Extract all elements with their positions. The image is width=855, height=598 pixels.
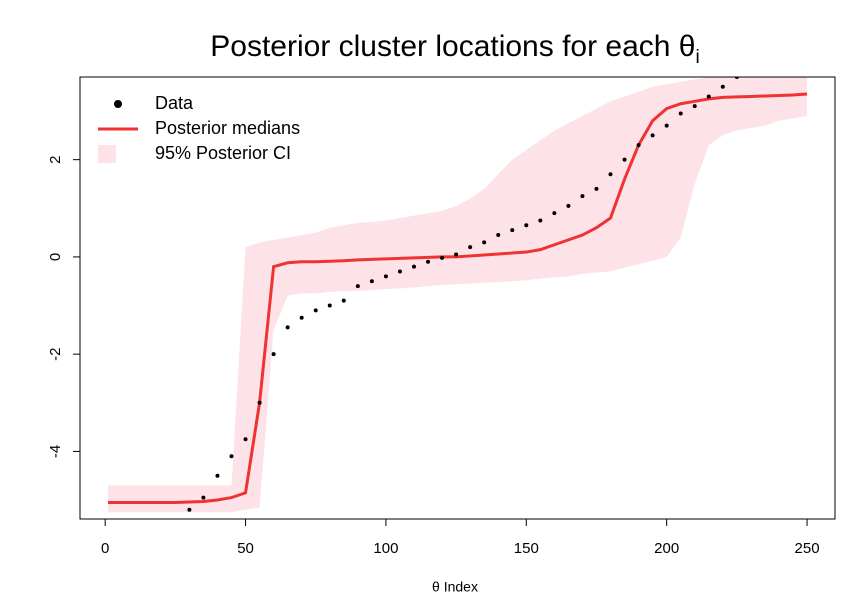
data-point <box>566 203 571 208</box>
data-point <box>271 352 276 357</box>
x-axis-label: θ Index <box>432 579 478 595</box>
data-point <box>440 255 445 260</box>
data-point <box>692 104 697 109</box>
data-point <box>397 269 402 274</box>
data-point <box>636 143 641 148</box>
title-text: Posterior cluster locations for each θ <box>210 30 695 63</box>
legend-label: Posterior medians <box>155 118 300 138</box>
data-point <box>468 245 473 250</box>
x-tick-label: 150 <box>514 540 539 557</box>
data-point <box>622 157 627 162</box>
legend: Data Posterior medians 95% Posterior CI <box>98 93 300 163</box>
data-point <box>257 400 262 405</box>
data-point <box>426 259 431 264</box>
data-point <box>411 264 416 269</box>
chart-title: Posterior cluster locations for each θi <box>210 30 699 68</box>
ci-band <box>107 77 808 513</box>
y-tick-label: -4 <box>47 445 64 458</box>
data-point <box>131 547 135 551</box>
legend-symbol <box>114 100 122 108</box>
data-point <box>187 507 192 512</box>
data-point <box>299 315 304 320</box>
data-point <box>496 233 501 238</box>
legend-label: 95% Posterior CI <box>155 143 291 163</box>
data-point <box>650 133 655 138</box>
data-point <box>608 172 613 177</box>
data-point <box>510 228 515 233</box>
data-point <box>777 46 781 50</box>
data-point <box>369 279 374 284</box>
data-point <box>749 65 753 69</box>
data-point <box>341 298 346 303</box>
y-tick-label: 2 <box>47 155 64 163</box>
y-tick-label: -2 <box>47 347 64 360</box>
data-point <box>201 495 206 500</box>
data-point <box>106 571 110 575</box>
x-tick-label: 250 <box>795 540 820 557</box>
data-point <box>229 454 234 459</box>
plot-area <box>106 22 809 575</box>
data-point <box>580 194 585 199</box>
data-point <box>145 537 149 541</box>
legend-symbol <box>98 145 116 163</box>
data-point <box>763 56 767 60</box>
data-point <box>355 284 360 289</box>
data-point <box>720 84 725 89</box>
data-point <box>706 94 711 99</box>
data-point <box>664 123 669 128</box>
y-tick-label: 0 <box>47 253 64 261</box>
data-point <box>791 34 795 38</box>
data-point <box>538 218 543 223</box>
data-point <box>454 252 459 257</box>
data-point <box>805 22 809 26</box>
axes: 0 50 100 150 200 250 -4 -2 0 2 <box>47 155 820 556</box>
median-line <box>107 92 808 504</box>
data-point <box>173 520 177 524</box>
x-tick-label: 100 <box>373 540 398 557</box>
data-point <box>383 274 388 279</box>
data-point <box>327 303 332 308</box>
data-point <box>313 308 318 313</box>
data-point <box>159 527 163 531</box>
data-point <box>524 223 529 228</box>
data-point <box>285 325 290 330</box>
legend-label: Data <box>155 93 194 113</box>
x-tick-label: 50 <box>237 540 254 557</box>
data-point <box>678 111 683 116</box>
data-point <box>215 473 220 478</box>
title-subscript: i <box>696 47 700 68</box>
data-point <box>482 240 487 245</box>
x-tick-label: 200 <box>654 540 679 557</box>
data-point <box>552 211 557 216</box>
data-point <box>594 186 599 191</box>
data-point <box>117 556 121 560</box>
data-point <box>243 437 248 442</box>
x-tick-label: 0 <box>101 540 109 557</box>
